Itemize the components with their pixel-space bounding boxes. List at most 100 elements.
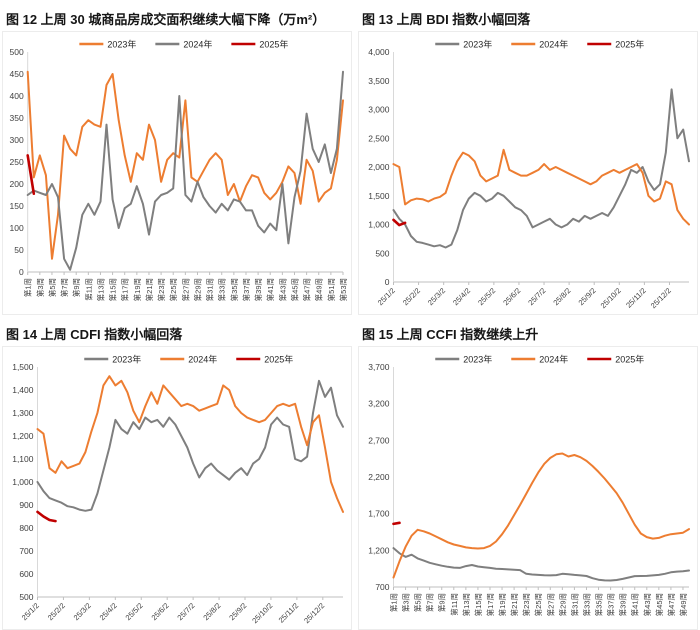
x-tick-label: 25/6/2: [149, 601, 170, 622]
x-tick-label: 25/11/2: [277, 601, 301, 625]
legend-label: 2023年: [112, 354, 141, 365]
series-line-2025年: [392, 218, 407, 227]
x-tick-label: 第7周: [59, 278, 69, 297]
x-tick-label: 25/8/2: [551, 286, 572, 307]
chart-panel-fig14: 图 14 上周 CDFI 指数小幅回落 500 600 700 800 900 1,000…: [0, 315, 356, 630]
legend-label: 2024年: [188, 354, 217, 365]
legend-item: 2025年: [587, 39, 644, 50]
x-tick-label: 第7周: [425, 593, 435, 612]
legend-item: 2023年: [435, 39, 492, 50]
fig13-title: 图 13 上周 BDI 指数小幅回落: [362, 12, 531, 27]
x-tick-label: 第41周: [630, 593, 640, 616]
x-tick-label: 第51周: [326, 278, 336, 301]
legend-label: 2024年: [183, 39, 212, 50]
legend-label: 2025年: [615, 39, 644, 50]
y-tick-label: 600: [19, 569, 33, 579]
x-tick-label: 第15周: [108, 278, 118, 301]
x-tick-label: 25/1/2: [20, 601, 41, 622]
chart-panel-fig13: 图 13 上周 BDI 指数小幅回落 0 500 1,000 1,500 2,000 2,…: [356, 0, 700, 315]
fig14-title: 图 14 上周 CDFI 指数小幅回落: [6, 327, 183, 342]
x-tick-label: 第17周: [485, 593, 495, 616]
x-tick-label: 第43周: [642, 593, 652, 616]
y-tick-label: 1,200: [368, 545, 390, 555]
chart-panel-fig15: 图 15 上周 CCFI 指数继续上升 700 1,200 1,700 2,200 2,…: [356, 315, 700, 630]
y-tick-label: 1,100: [12, 454, 34, 464]
series-line-2025年: [392, 521, 401, 526]
x-tick-label: 25/2/2: [401, 286, 422, 307]
x-tick-label: 第49周: [314, 278, 324, 301]
x-tick-label: 第31周: [569, 593, 579, 616]
x-tick-label: 25/11/2: [624, 286, 648, 310]
legend-item: 2025年: [587, 354, 644, 365]
legend-item: 2023年: [79, 39, 136, 50]
y-tick-label: 2,000: [368, 162, 390, 172]
series-line-2024年: [36, 375, 344, 513]
legend-item: 2024年: [160, 354, 217, 365]
y-tick-label: 3,500: [368, 76, 390, 86]
x-tick-label: 25/10/2: [599, 286, 623, 310]
y-tick-label: 1,400: [12, 385, 34, 395]
y-tick-label: 800: [19, 523, 33, 533]
y-tick-label: 450: [10, 69, 24, 79]
legend-label: 2024年: [539, 39, 568, 50]
y-tick-label: 150: [10, 201, 24, 211]
x-tick-label: 第5周: [413, 593, 423, 612]
legend-item: 2025年: [236, 354, 293, 365]
x-tick-label: 第3周: [35, 278, 45, 297]
series-line-2025年: [36, 510, 57, 523]
y-tick-label: 3,700: [368, 362, 390, 372]
y-tick-label: 4,000: [368, 47, 390, 57]
x-tick-label: 第29周: [192, 278, 202, 301]
x-tick-label: 第21周: [144, 278, 154, 301]
x-tick-label: 第39周: [618, 593, 628, 616]
y-tick-label: 900: [19, 500, 33, 510]
legend-label: 2024年: [539, 354, 568, 365]
series-line-2024年: [26, 70, 344, 271]
x-tick-label: 第49周: [678, 593, 688, 616]
legend-label: 2025年: [264, 354, 293, 365]
x-tick-label: 第39周: [253, 278, 263, 301]
y-tick-label: 200: [10, 179, 24, 189]
y-tick-label: 250: [10, 157, 24, 167]
y-tick-label: 700: [375, 582, 389, 592]
fig13-line-chart: 0 500 1,000 1,500 2,000 2,500 3,000 3,500 4,000 2…: [358, 31, 698, 315]
x-tick-label: 第13周: [461, 593, 471, 616]
x-tick-label: 第15周: [473, 593, 483, 616]
series-line-2025年: [26, 154, 36, 195]
y-tick-label: 500: [375, 248, 389, 258]
x-tick-label: 第37周: [606, 593, 616, 616]
x-tick-label: 第19周: [132, 278, 142, 301]
y-tick-label: 100: [10, 223, 24, 233]
x-tick-label: 25/3/2: [72, 601, 93, 622]
x-tick-label: 25/12/2: [649, 286, 673, 310]
x-tick-label: 第19周: [497, 593, 507, 616]
legend-item: 2024年: [511, 39, 568, 50]
y-tick-label: 400: [10, 91, 24, 101]
y-tick-label: 350: [10, 113, 24, 123]
x-tick-label: 25/9/2: [227, 601, 248, 622]
fig15-line-chart: 7001,2001,7002,2002,7003,2003,700第1周 第3周第…: [358, 346, 698, 630]
legend-label: 2025年: [259, 39, 288, 50]
legend-item: 2025年: [231, 39, 288, 50]
legend-label: 2023年: [463, 39, 492, 50]
x-tick-label: 第25周: [168, 278, 178, 301]
y-tick-label: 2,700: [368, 435, 390, 445]
x-tick-label: 第33周: [217, 278, 227, 301]
x-tick-label: 第27周: [180, 278, 190, 301]
series-line-2024年: [392, 148, 690, 226]
y-tick-label: 50: [14, 245, 24, 255]
y-tick-label: 700: [19, 546, 33, 556]
y-tick-label: 2,200: [368, 472, 390, 482]
fig12-title: 图 12 上周 30 城商品房成交面积继续大幅下降（万m²）: [6, 12, 326, 27]
y-tick-label: 1,200: [12, 431, 34, 441]
y-tick-label: 1,300: [12, 408, 34, 418]
x-tick-label: 25/10/2: [250, 601, 274, 625]
fig14-line-chart: 500 600 700 800 900 1,000 1,100 1,200 1,300 1,400…: [2, 346, 352, 630]
x-tick-label: 第37周: [241, 278, 251, 301]
fig12-line-chart: 050100150200250300350400450500第1周 第3周 第5周第…: [2, 31, 352, 315]
x-tick-label: 25/9/2: [577, 286, 598, 307]
x-tick-label: 25/7/2: [526, 286, 547, 307]
x-tick-label: 第1周: [23, 278, 33, 297]
fig15-title: 图 15 上周 CCFI 指数继续上升: [362, 327, 539, 342]
x-tick-label: 第5周: [47, 278, 57, 297]
